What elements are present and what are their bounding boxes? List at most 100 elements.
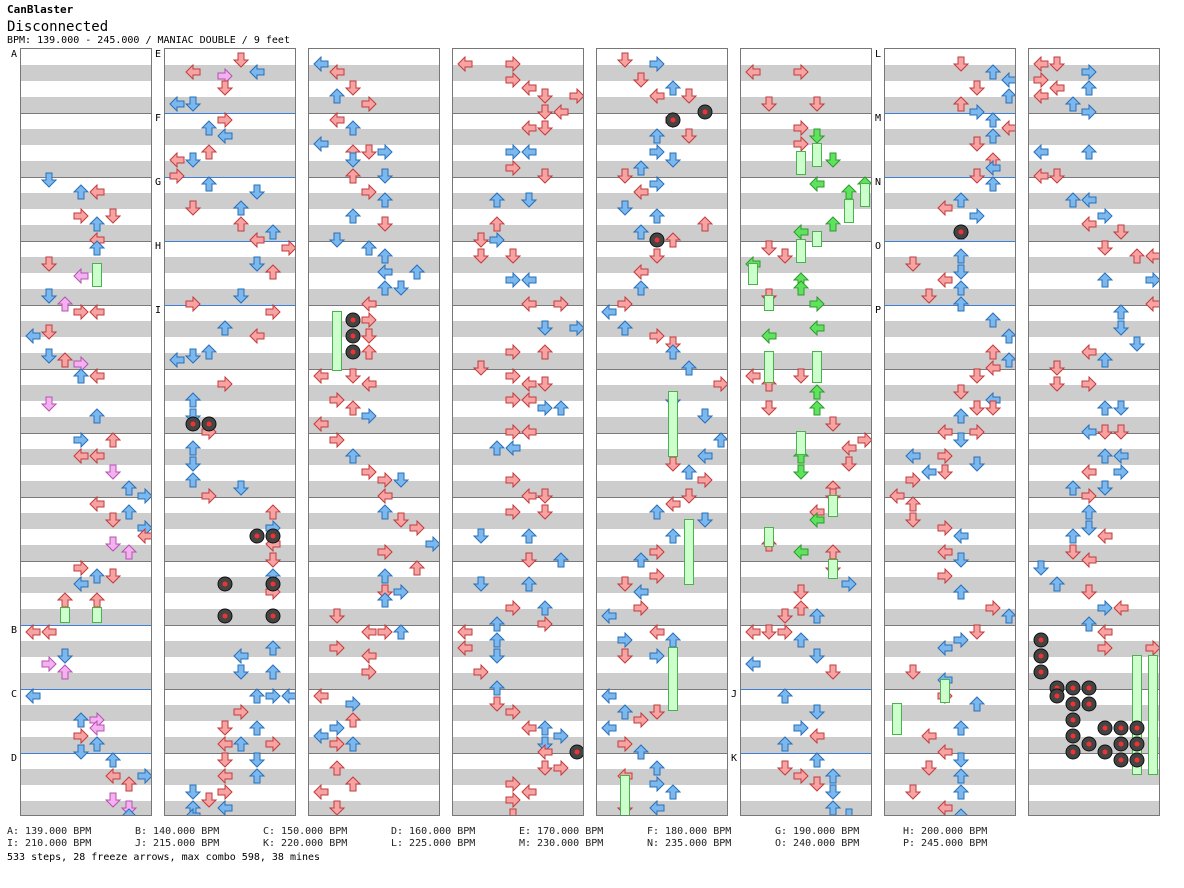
up-arrow-icon bbox=[265, 264, 281, 280]
right-arrow-icon bbox=[1097, 640, 1113, 656]
down-arrow-icon bbox=[265, 552, 281, 568]
measure-line bbox=[453, 561, 583, 562]
right-arrow-icon bbox=[137, 488, 151, 504]
left-arrow-icon bbox=[233, 648, 249, 664]
mine-icon bbox=[649, 232, 665, 248]
right-arrow-icon bbox=[553, 760, 569, 776]
mine-icon bbox=[1113, 736, 1129, 752]
freeze-arrow-body bbox=[940, 679, 950, 703]
up-arrow-icon bbox=[89, 736, 105, 752]
up-arrow-icon bbox=[681, 464, 697, 480]
up-arrow-icon bbox=[89, 592, 105, 608]
down-arrow-icon bbox=[1113, 320, 1129, 336]
left-arrow-icon bbox=[697, 448, 713, 464]
measure-line bbox=[597, 177, 727, 178]
measure-line bbox=[165, 561, 295, 562]
right-arrow-icon bbox=[329, 640, 345, 656]
measure-line bbox=[21, 177, 151, 178]
right-arrow-icon bbox=[505, 504, 521, 520]
measure-line bbox=[165, 433, 295, 434]
down-arrow-icon bbox=[105, 536, 121, 552]
up-arrow-icon bbox=[809, 400, 825, 416]
right-arrow-icon bbox=[537, 616, 553, 632]
mine-icon bbox=[217, 608, 233, 624]
left-arrow-icon bbox=[521, 272, 537, 288]
left-arrow-icon bbox=[329, 112, 345, 128]
down-arrow-icon bbox=[953, 752, 969, 768]
down-arrow-icon bbox=[201, 792, 217, 808]
chart-column-3 bbox=[308, 48, 440, 816]
right-arrow-icon bbox=[361, 312, 377, 328]
measure-line bbox=[453, 753, 583, 754]
measure-line bbox=[309, 753, 439, 754]
up-arrow-icon bbox=[1129, 248, 1145, 264]
up-arrow-icon bbox=[681, 360, 697, 376]
right-arrow-icon bbox=[505, 776, 521, 792]
up-arrow-icon bbox=[697, 216, 713, 232]
up-arrow-icon bbox=[185, 392, 201, 408]
down-arrow-icon bbox=[1049, 376, 1065, 392]
down-arrow-icon bbox=[521, 552, 537, 568]
down-arrow-icon bbox=[473, 528, 489, 544]
bpm-legend-entry: I: 210.000 BPM bbox=[7, 838, 92, 849]
up-arrow-icon bbox=[89, 240, 105, 256]
mine-icon bbox=[1065, 728, 1081, 744]
mine-icon bbox=[1065, 712, 1081, 728]
down-arrow-icon bbox=[809, 648, 825, 664]
song-title: Disconnected bbox=[7, 19, 109, 35]
left-arrow-icon bbox=[313, 368, 329, 384]
up-arrow-icon bbox=[377, 280, 393, 296]
measure-line bbox=[1029, 369, 1159, 370]
down-arrow-icon bbox=[537, 488, 553, 504]
measure-line bbox=[309, 689, 439, 690]
up-arrow-icon bbox=[521, 528, 537, 544]
mine-icon bbox=[697, 104, 713, 120]
right-arrow-icon bbox=[217, 376, 233, 392]
left-arrow-icon bbox=[521, 144, 537, 160]
freeze-arrow-body bbox=[764, 527, 774, 547]
chart-stats: 533 steps, 28 freeze arrows, max combo 5… bbox=[7, 852, 321, 863]
down-arrow-icon bbox=[617, 52, 633, 68]
down-arrow-icon bbox=[233, 288, 249, 304]
left-arrow-icon bbox=[521, 376, 537, 392]
measure-line bbox=[597, 625, 727, 626]
up-arrow-icon bbox=[793, 632, 809, 648]
bpm-legend-entry: F: 180.000 BPM bbox=[647, 826, 732, 837]
down-arrow-icon bbox=[777, 608, 793, 624]
up-arrow-icon bbox=[121, 776, 137, 792]
up-arrow-icon bbox=[105, 432, 121, 448]
measure-line bbox=[1029, 753, 1159, 754]
down-arrow-icon bbox=[233, 664, 249, 680]
measure-line bbox=[21, 433, 151, 434]
up-arrow-icon bbox=[1065, 528, 1081, 544]
freeze-arrow-body bbox=[844, 199, 854, 223]
left-arrow-icon bbox=[41, 624, 57, 640]
left-arrow-icon bbox=[1081, 552, 1097, 568]
left-arrow-icon bbox=[25, 688, 41, 704]
chart-column-4 bbox=[452, 48, 584, 816]
down-arrow-icon bbox=[825, 784, 841, 800]
left-arrow-icon bbox=[457, 56, 473, 72]
left-arrow-icon bbox=[633, 264, 649, 280]
up-arrow-icon bbox=[185, 800, 201, 815]
down-arrow-icon bbox=[233, 52, 249, 68]
mine-icon bbox=[1113, 752, 1129, 768]
up-arrow-icon bbox=[265, 224, 281, 240]
left-arrow-icon bbox=[185, 64, 201, 80]
down-arrow-icon bbox=[1081, 584, 1097, 600]
freeze-arrow-body bbox=[764, 351, 774, 383]
left-arrow-icon bbox=[89, 448, 105, 464]
down-arrow-icon bbox=[681, 488, 697, 504]
freeze-arrow-body bbox=[748, 263, 758, 285]
freeze-arrow-body bbox=[796, 431, 806, 455]
up-arrow-icon bbox=[185, 440, 201, 456]
bpm-change-line bbox=[165, 241, 295, 242]
left-arrow-icon bbox=[89, 304, 105, 320]
left-arrow-icon bbox=[1049, 80, 1065, 96]
down-arrow-icon bbox=[105, 792, 121, 808]
mine-icon bbox=[569, 744, 583, 760]
right-arrow-icon bbox=[137, 768, 151, 784]
measure-line bbox=[165, 625, 295, 626]
up-arrow-icon bbox=[489, 632, 505, 648]
measure-line bbox=[597, 753, 727, 754]
